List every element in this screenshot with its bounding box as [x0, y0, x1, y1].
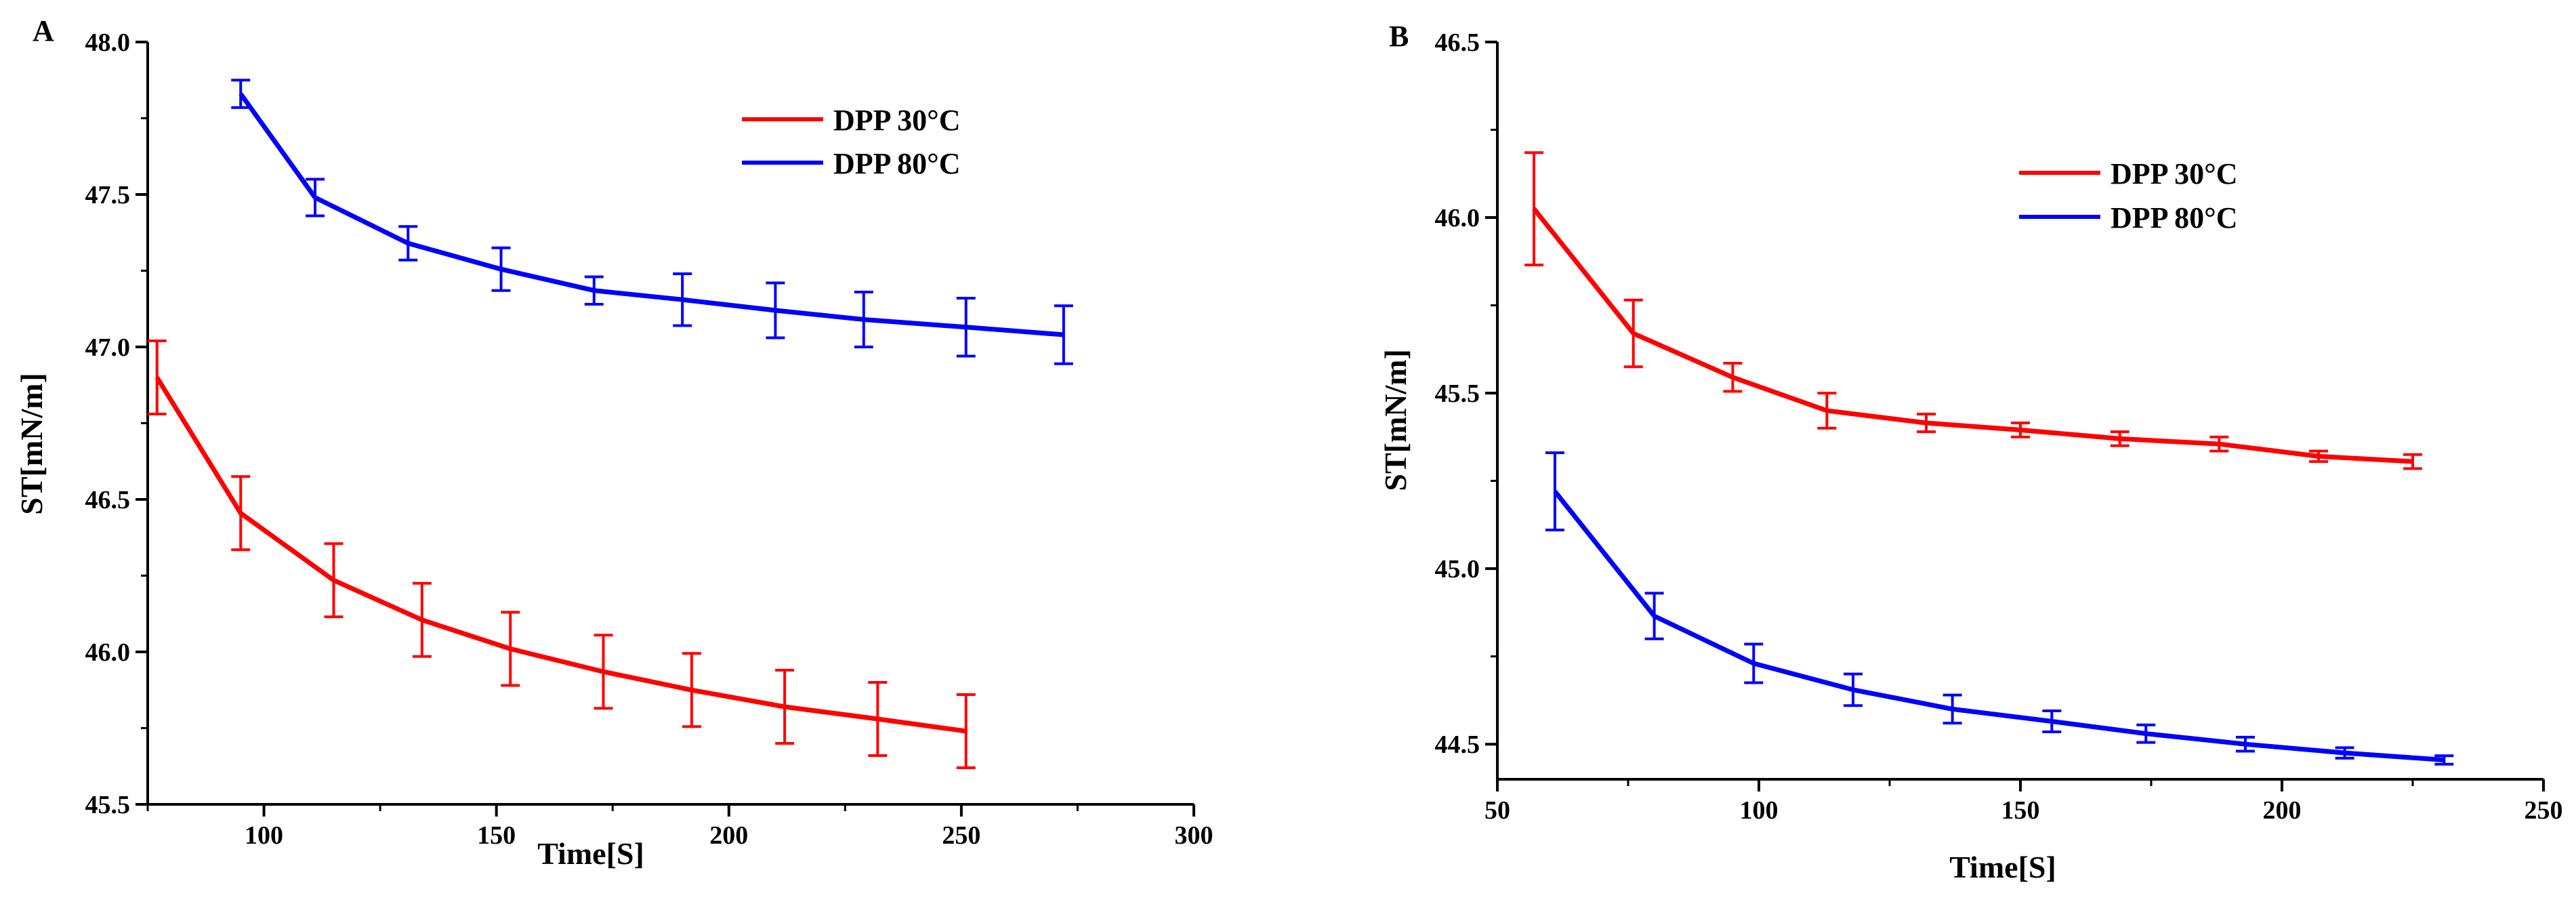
error-bar-dpp-80-a — [584, 275, 604, 306]
error-bar-dpp-80-a — [854, 291, 873, 348]
y-tick-label-b: 44.5 — [1435, 730, 1480, 759]
x-axis-title-a: Time[S] — [537, 836, 644, 871]
chart-panel-b: B ST[mN/m] Time[S] DPP 30°C DPP 80°C 44.… — [1378, 20, 2563, 884]
x-tick-label-b: 150 — [2001, 796, 2040, 825]
chart-panel-a: A ST[mN/m] Time[S] DPP 30°C DPP 80°C 45.… — [14, 14, 1213, 871]
error-bar-dpp-30-a — [412, 581, 432, 658]
series-line-dpp-80-a — [238, 92, 1064, 337]
error-bar-dpp-30-a — [594, 634, 613, 710]
error-bar-dpp-80-b — [1843, 672, 1863, 707]
panel-label-a: A — [33, 14, 54, 47]
x-tick-label-b: 250 — [2525, 796, 2563, 825]
error-bar-dpp-80-a — [231, 79, 251, 109]
error-bar-dpp-80-a — [306, 178, 325, 218]
legend-label-dpp-80-a: DPP 80°C — [833, 147, 960, 180]
legend-label-dpp-80-b: DPP 80°C — [2111, 201, 2237, 234]
error-bar-dpp-30-b — [1723, 362, 1743, 393]
y-tick-label-b: 46.0 — [1435, 204, 1480, 232]
error-bar-dpp-80-b — [1943, 693, 1962, 725]
error-bar-dpp-30-a — [682, 652, 701, 728]
error-bar-dpp-80-a — [956, 297, 976, 358]
x-tick-label-a: 250 — [942, 821, 980, 850]
error-bar-dpp-30-a — [956, 693, 976, 769]
x-tick-label-b: 50 — [1484, 796, 1510, 825]
y-tick-label-a: 47.5 — [85, 181, 131, 209]
series-line-dpp-30-b — [1532, 207, 2413, 464]
error-bar-dpp-30-b — [1817, 392, 1837, 430]
legend-label-dpp-30-a: DPP 30°C — [833, 104, 960, 137]
error-bar-dpp-30-b — [1917, 413, 1936, 434]
x-tick-label-b: 100 — [1740, 796, 1779, 825]
legend-label-dpp-30-b: DPP 30°C — [2111, 157, 2237, 190]
y-tick-label-a: 46.5 — [85, 486, 131, 514]
error-bar-dpp-80-b — [2434, 754, 2454, 766]
error-bar-dpp-30-a — [775, 669, 795, 745]
x-tick-label-a: 100 — [245, 821, 283, 850]
error-bar-dpp-80-b — [2042, 709, 2062, 734]
error-bar-dpp-80-b — [2335, 746, 2354, 760]
error-bar-dpp-30-a — [147, 339, 167, 415]
error-bar-dpp-80-a — [1054, 304, 1073, 365]
y-tick-label-b: 45.5 — [1435, 379, 1480, 408]
series-line-dpp-80-b — [1553, 490, 2445, 762]
error-bar-dpp-30-a — [501, 611, 520, 687]
error-bar-dpp-80-a — [673, 272, 692, 327]
y-tick-label-a: 47.0 — [85, 333, 131, 362]
y-tick-label-a: 46.0 — [85, 638, 131, 667]
error-bar-dpp-80-b — [1545, 451, 1564, 532]
x-tick-label-b: 200 — [2263, 796, 2302, 825]
error-bar-dpp-30-b — [2309, 449, 2329, 464]
error-bar-dpp-80-a — [398, 225, 418, 262]
x-tick-label-a: 200 — [709, 821, 748, 850]
error-bar-dpp-30-a — [231, 475, 251, 552]
error-bar-dpp-30-b — [1524, 151, 1544, 266]
error-bar-dpp-30-b — [2209, 435, 2229, 453]
error-bar-dpp-30-b — [2011, 421, 2030, 438]
x-tick-label-a: 150 — [477, 821, 516, 850]
panel-label-b: B — [1389, 20, 1409, 53]
error-bar-dpp-80-a — [766, 281, 785, 339]
y-axis-title-a: ST[mN/m] — [14, 373, 49, 515]
error-bar-dpp-30-a — [324, 542, 344, 619]
error-bar-dpp-80-b — [1644, 592, 1664, 640]
legend-a: DPP 30°C DPP 80°C — [742, 104, 960, 180]
error-bar-dpp-30-b — [1623, 298, 1643, 369]
series-line-dpp-30-a — [154, 376, 967, 734]
y-tick-label-b: 46.5 — [1435, 28, 1480, 57]
y-tick-label-a: 48.0 — [85, 28, 131, 57]
error-bar-dpp-30-a — [868, 681, 888, 757]
error-bar-dpp-80-b — [2235, 735, 2255, 753]
error-bar-dpp-30-b — [2403, 453, 2422, 470]
y-tick-label-b: 45.0 — [1435, 555, 1480, 583]
x-axis-title-b: Time[S] — [1949, 850, 2056, 884]
error-bar-dpp-80-b — [2136, 723, 2156, 744]
legend-b: DPP 30°C DPP 80°C — [2019, 157, 2237, 234]
error-bar-dpp-80-b — [1744, 642, 1764, 684]
x-tick-label-a: 300 — [1175, 821, 1213, 850]
error-bar-dpp-80-a — [491, 246, 511, 292]
y-tick-label-a: 45.5 — [85, 791, 131, 819]
y-axis-title-b: ST[mN/m] — [1378, 349, 1413, 491]
error-bar-dpp-30-b — [2110, 430, 2130, 447]
